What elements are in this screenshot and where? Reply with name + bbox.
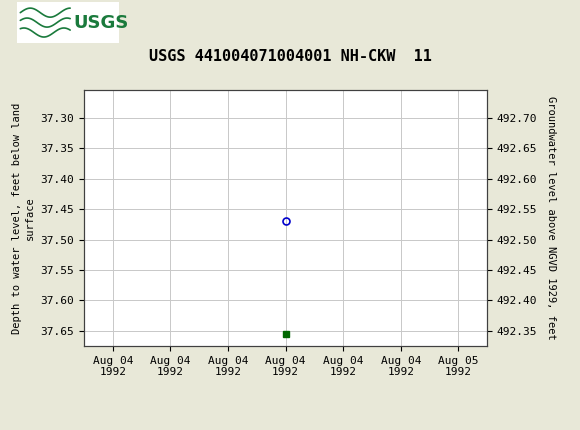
Y-axis label: Depth to water level, feet below land
surface: Depth to water level, feet below land su… xyxy=(12,103,35,334)
Text: USGS 441004071004001 NH-CKW  11: USGS 441004071004001 NH-CKW 11 xyxy=(148,49,432,64)
Bar xyxy=(17,2,119,43)
Text: USGS: USGS xyxy=(73,14,129,31)
Y-axis label: Groundwater level above NGVD 1929, feet: Groundwater level above NGVD 1929, feet xyxy=(546,96,556,340)
